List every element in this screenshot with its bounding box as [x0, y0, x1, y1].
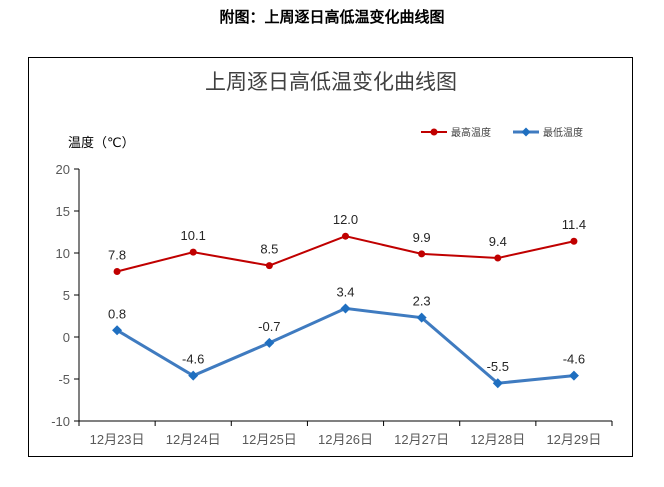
y-tick-label: 10	[56, 246, 70, 261]
data-point	[342, 232, 349, 240]
series-max-temp: 7.8 10.1 8.5 12.0 9.9 9.4 11.4	[108, 212, 586, 275]
legend-marker	[521, 127, 531, 137]
x-tick-label: 12月28日	[470, 432, 525, 447]
data-label: 9.9	[413, 230, 431, 245]
legend-item-min-temp: 最低温度	[513, 126, 583, 139]
legend-label: 最高温度	[451, 126, 491, 139]
y-tick-label: 15	[56, 204, 70, 219]
x-tick-label: 12月24日	[166, 432, 221, 447]
x-tick-label: 12月23日	[90, 432, 145, 447]
y-tick-label: -10	[51, 414, 70, 429]
data-label: 2.3	[413, 294, 431, 309]
chart-title: 上周逐日高低温变化曲线图	[205, 70, 457, 94]
data-point	[113, 267, 121, 275]
data-label: 3.4	[336, 284, 354, 299]
y-axis-label: 温度（℃）	[68, 135, 135, 151]
series-group: 7.8 10.1 8.5 12.0 9.9 9.4 11.4 0.8 -4.6 -0.7 3.4 2.…	[108, 212, 586, 389]
x-tick-label: 12月25日	[242, 432, 297, 447]
y-tick-label: 0	[63, 330, 70, 345]
legend-marker	[430, 128, 438, 136]
data-point	[416, 312, 427, 323]
data-point	[265, 262, 273, 270]
data-point	[264, 337, 275, 348]
data-point	[494, 254, 502, 262]
legend: 最高温度 最低温度	[421, 126, 583, 139]
chart-frame	[28, 57, 633, 457]
data-label: -0.7	[258, 319, 280, 334]
data-label: 9.4	[489, 234, 507, 249]
data-point	[188, 370, 199, 381]
x-tick-label: 12月26日	[318, 432, 373, 447]
data-point	[418, 250, 426, 258]
data-label: 8.5	[260, 242, 278, 257]
page-caption: 附图：上周逐日高低温变化曲线图	[219, 8, 445, 26]
data-point	[492, 378, 503, 389]
x-tick-label: 12月29日	[546, 432, 601, 447]
axes: 20 15 10 5 0 -5 -10 12月23日 12月24日 12月25日 12月26日 12月…	[51, 162, 613, 447]
data-point	[568, 370, 579, 381]
data-label: -5.5	[487, 359, 509, 374]
data-point	[112, 325, 123, 336]
x-tick-label: 12月27日	[394, 432, 449, 447]
legend-label: 最低温度	[543, 126, 583, 139]
data-label: -4.6	[182, 352, 204, 367]
data-label: 12.0	[333, 212, 358, 227]
y-tick-label: -5	[58, 372, 70, 387]
data-point	[189, 248, 197, 256]
data-label: 7.8	[108, 247, 126, 262]
data-label: -4.6	[563, 352, 585, 367]
data-label: 10.1	[181, 228, 206, 243]
series-min-temp: 0.8 -4.6 -0.7 3.4 2.3 -5.5 -4.6	[108, 284, 585, 389]
legend-item-max-temp: 最高温度	[421, 126, 491, 139]
y-tick-label: 20	[56, 162, 70, 177]
data-point	[340, 303, 351, 314]
data-point	[570, 237, 578, 245]
data-label: 0.8	[108, 306, 126, 321]
data-label: 11.4	[562, 217, 586, 232]
y-tick-label: 5	[63, 288, 70, 303]
